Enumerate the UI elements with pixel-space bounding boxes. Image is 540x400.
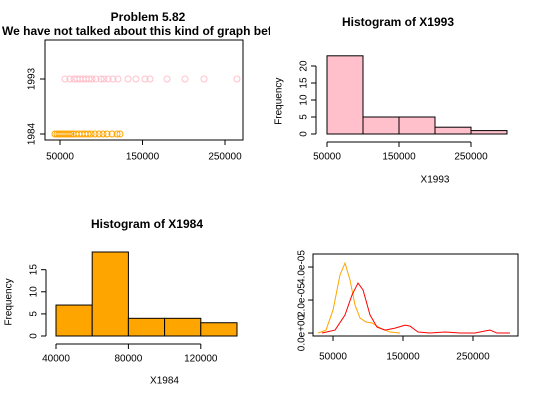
- bar: [326, 55, 364, 135]
- y-tick-label: 5: [29, 311, 40, 317]
- x-tick-label: 150000: [126, 152, 160, 163]
- chart-subtitle: We have not talked about this kind of gr…: [2, 24, 291, 38]
- point: [163, 75, 171, 83]
- point: [87, 130, 95, 138]
- x-axis-label: X1993: [421, 175, 450, 186]
- y-tick-label: 1984: [27, 122, 38, 145]
- point: [67, 130, 75, 138]
- plot-box: [44, 39, 244, 141]
- point: [103, 130, 111, 138]
- point: [141, 75, 149, 83]
- point: [181, 75, 189, 83]
- panel: 50000 150000 250000 0.0e+002.0e-054.0e-05: [297, 250, 519, 363]
- chart-title: Histogram of X1984: [91, 217, 203, 231]
- point: [104, 75, 112, 83]
- bar: [434, 126, 472, 135]
- y-tick-label: 4.0e-05: [297, 250, 308, 284]
- point: [116, 130, 124, 138]
- point: [92, 75, 100, 83]
- bar: [470, 130, 508, 135]
- x-tick-label: 150000: [382, 152, 416, 163]
- point: [88, 75, 96, 83]
- point: [61, 75, 69, 83]
- point: [108, 130, 116, 138]
- point: [100, 75, 108, 83]
- x-axis-label: X1984: [150, 376, 179, 387]
- y-tick-label: 10: [29, 286, 40, 298]
- y-tick-label: 10: [299, 94, 310, 106]
- point: [146, 75, 154, 83]
- x-tick-label: 40000: [42, 354, 70, 365]
- point: [124, 75, 132, 83]
- point: [99, 130, 107, 138]
- point: [109, 75, 117, 83]
- bar: [164, 317, 202, 337]
- bar: [127, 317, 166, 337]
- x-tick-label: 50000: [46, 152, 74, 163]
- density-line: [321, 282, 511, 334]
- x-tick-label: 50000: [313, 152, 341, 163]
- bar: [55, 304, 93, 337]
- point: [97, 75, 105, 83]
- chart-title: Problem 5.82: [111, 10, 186, 24]
- chart-title: Histogram of X1993: [342, 15, 454, 29]
- point: [233, 75, 241, 83]
- plot-box: [312, 253, 519, 337]
- point: [113, 130, 121, 138]
- x-tick-label: 250000: [208, 152, 242, 163]
- y-tick-label: 0: [299, 131, 310, 137]
- y-axis-label: Frequency: [274, 78, 285, 125]
- point: [132, 75, 140, 83]
- y-tick-label: 0.0e+00: [297, 314, 308, 351]
- point: [200, 75, 208, 83]
- x-tick-label: 50000: [319, 352, 347, 363]
- x-tick-label: 80000: [114, 354, 142, 365]
- y-tick-label: 15: [299, 77, 310, 89]
- x-tick-label: 250000: [456, 352, 490, 363]
- point: [95, 130, 103, 138]
- point: [114, 75, 122, 83]
- point: [66, 75, 74, 83]
- bar: [398, 116, 436, 135]
- y-tick-label: 2.0e-05: [297, 283, 308, 317]
- y-axis-label: Frequency: [4, 278, 15, 325]
- x-tick-label: 250000: [454, 152, 488, 163]
- y-tick-label: 15: [29, 264, 40, 276]
- point: [85, 75, 93, 83]
- y-tick-label: 1993: [27, 67, 38, 90]
- y-tick-label: 0: [29, 333, 40, 339]
- y-tick-label: 20: [299, 60, 310, 72]
- panel: Histogram of X1984 X1984 Frequency 40000 800…: [4, 217, 238, 387]
- bar: [91, 251, 129, 337]
- x-tick-label: 150000: [386, 352, 420, 363]
- bar: [362, 116, 400, 135]
- point: [65, 130, 73, 138]
- y-tick-label: 5: [299, 114, 310, 120]
- point: [84, 130, 92, 138]
- bar: [200, 322, 238, 337]
- point: [91, 130, 99, 138]
- x-tick-label: 120000: [184, 354, 218, 365]
